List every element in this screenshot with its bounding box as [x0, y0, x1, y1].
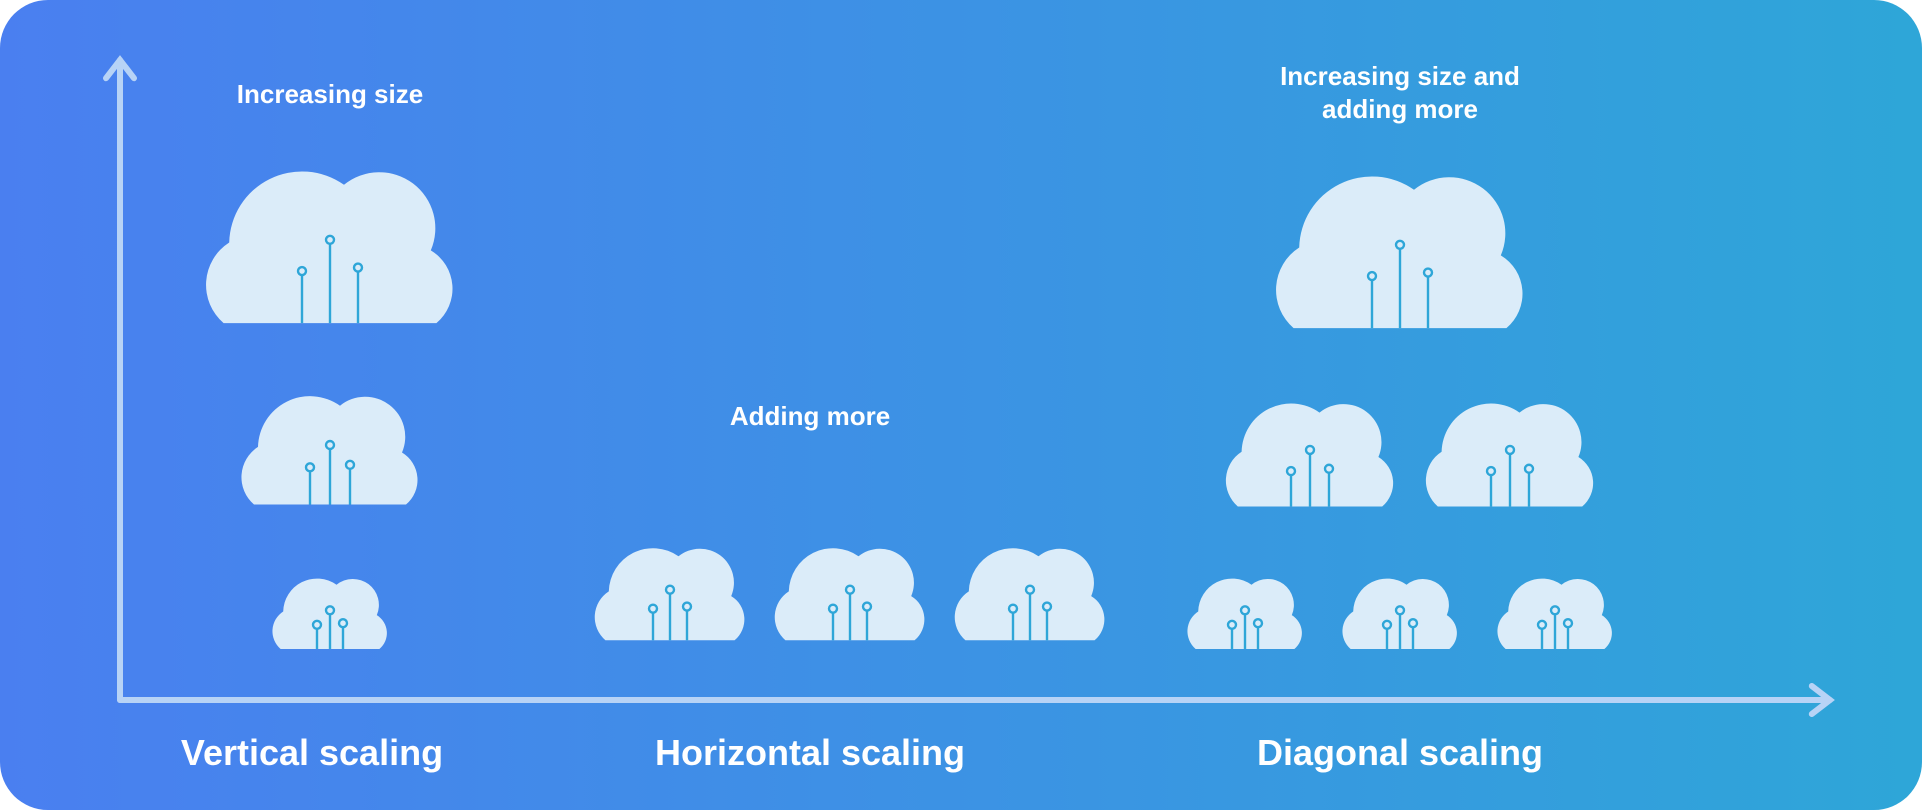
- vertical-heading: Increasing size: [80, 78, 580, 111]
- cloud-icon-diagonal-0: [1260, 158, 1540, 332]
- scaling-diagram-card: Increasing sizeVertical scalingAdding mo…: [0, 0, 1922, 810]
- cloud-icon-vertical-0: [190, 153, 470, 327]
- cloud-icon-diagonal-3: [1180, 570, 1310, 651]
- horizontal-heading: Adding more: [560, 400, 1060, 433]
- cloud-icon-horizontal-1: [765, 537, 935, 642]
- cloud-icon-vertical-1: [230, 383, 430, 507]
- cloud-icon-diagonal-4: [1335, 570, 1465, 651]
- cloud-icon-diagonal-1: [1215, 391, 1405, 509]
- cloud-icon-vertical-2: [265, 570, 395, 651]
- diagonal-axis-label: Diagonal scaling: [1100, 732, 1700, 774]
- cloud-icon-horizontal-0: [585, 537, 755, 642]
- cloud-icon-diagonal-5: [1490, 570, 1620, 651]
- diagonal-heading: Increasing size and adding more: [1150, 60, 1650, 125]
- cloud-icon-diagonal-2: [1415, 391, 1605, 509]
- horizontal-axis-label: Horizontal scaling: [510, 732, 1110, 774]
- cloud-icon-horizontal-2: [945, 537, 1115, 642]
